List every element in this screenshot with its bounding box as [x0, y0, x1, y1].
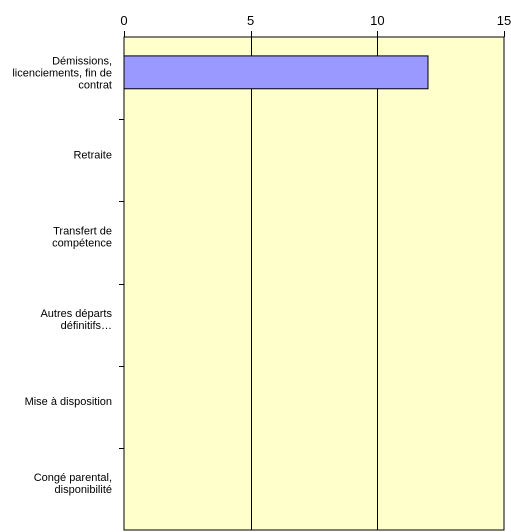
labels: 0 5 10 15 Démissions, licenciements, fin de co…	[12, 13, 511, 496]
bar-0	[123, 55, 429, 90]
x-tick-label-2: 10	[370, 13, 384, 28]
x-tick-label-3: 15	[497, 13, 511, 28]
y-category-label-5: Congé parental, disponibilité	[34, 472, 112, 496]
x-tick-label-0: 0	[120, 13, 127, 28]
x-tick-label-1: 5	[247, 13, 254, 28]
y-category-label-2: Transfert de compétence	[52, 226, 112, 250]
bars	[123, 55, 429, 90]
y-category-label-4: Mise à disposition	[25, 396, 112, 408]
gridlines	[251, 37, 378, 530]
y-category-label-1: Retraite	[73, 149, 112, 161]
y-category-label-3: Autres départs définitifs…	[40, 308, 112, 332]
plot-area	[123, 36, 505, 531]
plot-background	[123, 36, 505, 531]
axes	[119, 31, 505, 449]
y-category-label-0: Démissions, licenciements, fin de contrat	[12, 55, 112, 91]
